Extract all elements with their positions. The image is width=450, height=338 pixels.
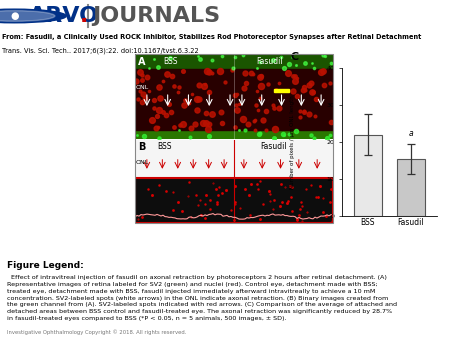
Bar — [135, 54, 333, 69]
Text: .: . — [80, 6, 89, 26]
Text: ARVO: ARVO — [29, 6, 99, 26]
Text: Trans. Vis. Sci. Tech.. 2017;6(3):22. doi:10.1167/tvst.6.3.22: Trans. Vis. Sci. Tech.. 2017;6(3):22. do… — [2, 48, 199, 54]
Bar — [135, 140, 333, 177]
Text: B: B — [138, 142, 145, 152]
Text: Fasudil: Fasudil — [256, 57, 283, 67]
Bar — [397, 159, 425, 216]
Text: BSS: BSS — [158, 142, 172, 151]
Text: C: C — [290, 52, 298, 62]
Text: Effect of intravitreal injection of fasudil on axonal retraction by photorecepto: Effect of intravitreal injection of fasu… — [7, 275, 397, 321]
Text: Figure Legend:: Figure Legend: — [7, 261, 84, 270]
Text: From: Fasudil, a Clinically Used ROCK Inhibitor, Stabilizes Rod Photoreceptor Sy: From: Fasudil, a Clinically Used ROCK In… — [2, 34, 422, 40]
Text: ONL: ONL — [136, 160, 149, 165]
Bar — [135, 69, 333, 130]
Text: BSS: BSS — [163, 57, 178, 67]
Bar — [135, 177, 333, 223]
Text: ONL: ONL — [136, 86, 149, 90]
Text: A: A — [138, 57, 145, 68]
Text: JOURNALS: JOURNALS — [92, 6, 220, 26]
Circle shape — [0, 9, 66, 23]
Bar — [274, 89, 289, 92]
Text: Fasudil: Fasudil — [260, 142, 287, 151]
Y-axis label: Number of pixels / μm ONL length: Number of pixels / μm ONL length — [290, 95, 295, 189]
Text: Investigative Ophthalmology Copyright © 2018. All rights reserved.: Investigative Ophthalmology Copyright © … — [7, 329, 186, 335]
Bar — [135, 177, 333, 223]
Text: a: a — [409, 129, 413, 138]
Bar — [354, 135, 382, 216]
Text: ●: ● — [10, 11, 18, 21]
Circle shape — [0, 10, 55, 21]
Bar — [135, 130, 333, 139]
